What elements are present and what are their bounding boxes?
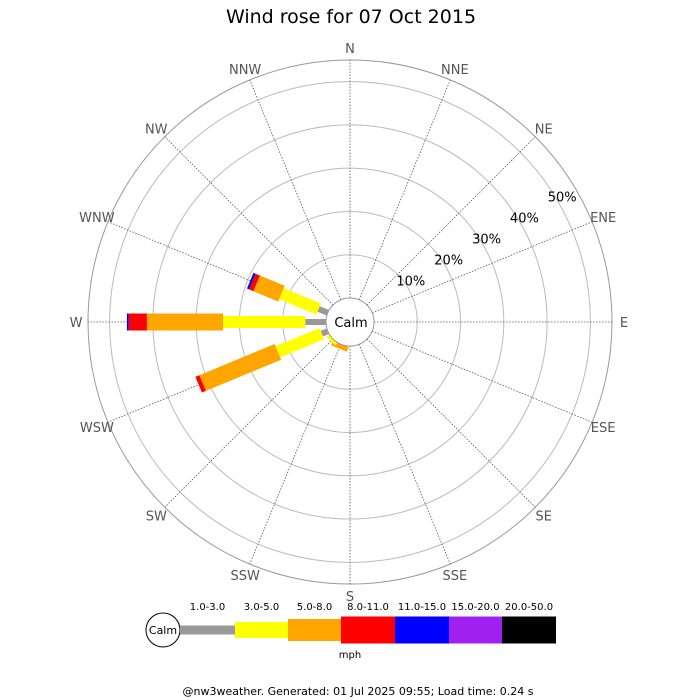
direction-label-w: W <box>70 316 83 331</box>
direction-label-sse: SSE <box>442 569 467 584</box>
bar-wsw-bin-3 <box>195 375 206 393</box>
bar-w-bin-4 <box>126 313 129 331</box>
legend-bin-label: 15.0-20.0 <box>451 602 499 613</box>
spoke-sse <box>358 344 451 565</box>
footer-text: @nw3weather. Generated: 01 Jul 2025 09:5… <box>183 685 534 698</box>
direction-label-ne: NE <box>535 122 553 137</box>
legend-calm-label: Calm <box>149 624 177 637</box>
radial-tick-labels: 10% 20% 30% 40% 50% <box>396 190 576 289</box>
spoke-ne <box>366 136 536 306</box>
bar-wnw-bin-4 <box>247 272 256 290</box>
direction-label-ssw: SSW <box>230 569 260 584</box>
direction-label-nnw: NNW <box>229 63 261 78</box>
legend-swatch-0 <box>180 625 235 635</box>
legend-units: mph <box>339 650 361 661</box>
calm-label: Calm <box>334 316 367 331</box>
spoke-ene <box>372 221 593 314</box>
legend-bin-label: 11.0-15.0 <box>398 602 446 613</box>
legend-bin-label: 3.0-5.0 <box>244 602 279 613</box>
direction-label-wnw: WNW <box>79 211 115 226</box>
bar-w-bin-0 <box>305 319 326 325</box>
bar-wnw-bin-3 <box>249 273 260 292</box>
bar-sw-bin-1 <box>326 334 338 346</box>
direction-label-ese: ESE <box>591 421 616 436</box>
spoke-nne <box>358 79 451 300</box>
spoke-ese <box>372 330 593 423</box>
direction-label-wsw: WSW <box>80 421 114 436</box>
direction-label-s: S <box>346 590 354 605</box>
legend-swatch-4 <box>395 616 449 644</box>
radial-tick-label: 20% <box>434 253 463 268</box>
bar-w-bin-2 <box>146 313 223 331</box>
calm-center: Calm <box>325 297 375 347</box>
legend-bin-label: 20.0-50.0 <box>505 602 553 613</box>
radial-tick-label: 10% <box>396 274 425 289</box>
bar-wsw-bin-2 <box>199 344 282 391</box>
calm-circle <box>325 297 375 347</box>
radial-tick-label: 30% <box>472 232 501 247</box>
direction-label-n: N <box>345 42 355 57</box>
bar-wnw-bin-2 <box>253 275 285 302</box>
legend-swatch-6 <box>502 616 556 644</box>
direction-label-sw: SW <box>146 510 167 525</box>
legend-swatch-2 <box>288 619 341 641</box>
legend-swatch-5 <box>449 616 502 644</box>
spoke-se <box>366 338 536 508</box>
direction-labels: N NNE NE ENE E ESE SE SSE S SSW SW WSW W WNW NW NNW <box>70 42 629 605</box>
speed-legend: Calm 1.0-3.0 3.0-5.0 5.0-8.0 8.0-11.0 11.0-15… <box>145 602 556 661</box>
spoke-nnw <box>249 79 342 300</box>
radial-tick-label: 50% <box>548 190 577 205</box>
bar-wsw-bin-0 <box>320 328 329 337</box>
spoke-nw <box>164 136 334 306</box>
spoke-ssw <box>249 344 342 565</box>
direction-label-se: SE <box>536 510 552 525</box>
direction-label-e: E <box>620 316 628 331</box>
bar-wnw-bin-1 <box>279 288 321 315</box>
bar-w-bin-3 <box>128 313 147 331</box>
bar-wnw-bin-0 <box>317 306 329 316</box>
legend-bin-label: 5.0-8.0 <box>297 602 332 613</box>
direction-label-nw: NW <box>145 122 168 137</box>
direction-label-nne: NNE <box>441 63 469 78</box>
wind-bars <box>126 272 349 393</box>
direction-label-ene: ENE <box>590 211 616 226</box>
legend-swatch-3 <box>341 616 395 644</box>
bar-wsw-bin-1 <box>275 328 325 358</box>
legend-bin-label: 1.0-3.0 <box>190 602 225 613</box>
legend-bin-label: 8.0-11.0 <box>347 602 389 613</box>
radial-tick-label: 40% <box>510 211 539 226</box>
bar-w-bin-1 <box>223 316 306 328</box>
spoke-sw <box>164 338 334 508</box>
chart-title: Wind rose for 07 Oct 2015 <box>226 6 476 28</box>
legend-swatch-1 <box>235 622 288 638</box>
